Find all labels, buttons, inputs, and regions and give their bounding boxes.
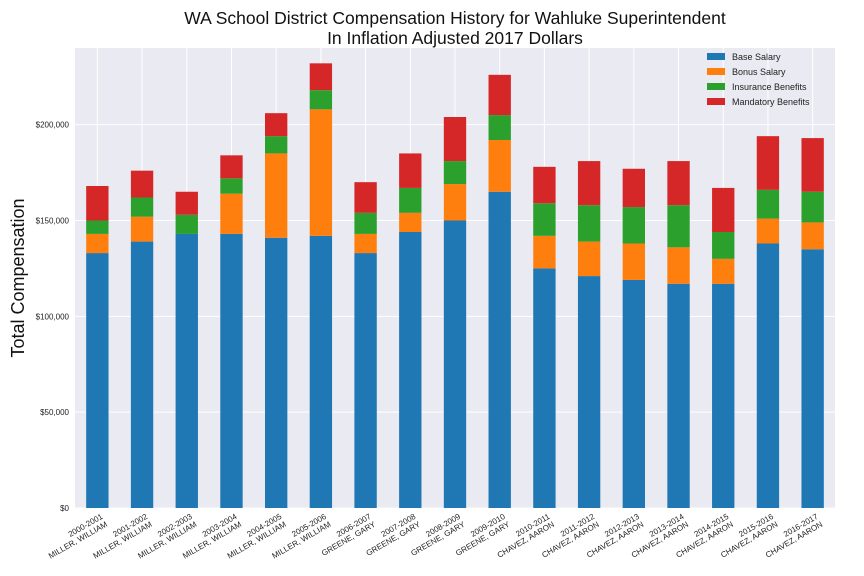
bar-base-salary — [175, 233, 198, 508]
chart-title: WA School District Compensation History … — [0, 8, 864, 48]
legend-label: Base Salary — [732, 52, 781, 62]
bar-insurance-benefits — [577, 205, 601, 242]
bar-insurance-benefits — [175, 214, 198, 234]
bar-bonus-salary — [756, 218, 780, 244]
bar-base-salary — [756, 243, 780, 508]
bar-mandatory-benefits — [756, 136, 780, 190]
bar-mandatory-benefits — [443, 117, 467, 162]
bar-bonus-salary — [577, 241, 601, 277]
bar-insurance-benefits — [533, 203, 556, 236]
bar-base-salary — [309, 235, 333, 509]
bar-insurance-benefits — [309, 90, 333, 110]
bar-base-salary — [712, 283, 735, 508]
bar-insurance-benefits — [399, 187, 422, 213]
bar-insurance-benefits — [130, 197, 154, 217]
bar-bonus-salary — [354, 233, 377, 254]
bars-group — [86, 63, 824, 509]
legend-label: Bonus Salary — [732, 67, 786, 77]
bar-mandatory-benefits — [667, 161, 690, 206]
y-tick-label: $100,000 — [36, 312, 70, 321]
bar-bonus-salary — [220, 193, 243, 234]
bar-bonus-salary — [86, 233, 109, 254]
bar-bonus-salary — [533, 235, 556, 269]
bar-mandatory-benefits — [130, 170, 154, 198]
bar-bonus-salary — [309, 109, 333, 236]
bar-insurance-benefits — [488, 115, 511, 140]
bar-base-salary — [622, 279, 645, 508]
bar-mandatory-benefits — [175, 191, 198, 215]
bar-bonus-salary — [443, 184, 467, 221]
y-tick-label: $50,000 — [40, 408, 69, 417]
bar-base-salary — [801, 249, 824, 508]
bar-bonus-salary — [712, 258, 735, 284]
chart-title-line-2: In Inflation Adjusted 2017 Dollars — [327, 28, 583, 48]
bar-bonus-salary — [488, 140, 511, 192]
bar-base-salary — [577, 276, 601, 508]
y-tick-label: $200,000 — [36, 121, 70, 130]
bar-insurance-benefits — [443, 161, 467, 185]
chart-title-line-1: WA School District Compensation History … — [184, 8, 726, 28]
legend-swatch — [707, 98, 725, 105]
legend-swatch — [707, 68, 725, 75]
bar-base-salary — [399, 232, 422, 508]
x-tick-labels: 2000-2001MILLER, WILLIAM 2001-2002MILLER,… — [47, 512, 824, 561]
bar-bonus-salary — [265, 153, 288, 238]
bar-mandatory-benefits — [86, 186, 109, 221]
bar-insurance-benefits — [756, 189, 780, 219]
legend: Base Salary Bonus Salary Insurance Benefit… — [707, 52, 810, 107]
bar-base-salary — [488, 191, 511, 508]
bar-mandatory-benefits — [801, 138, 824, 192]
bar-base-salary — [667, 283, 690, 508]
bar-mandatory-benefits — [399, 153, 422, 188]
legend-swatch — [707, 53, 725, 60]
bar-mandatory-benefits — [265, 113, 288, 137]
bar-bonus-salary — [130, 216, 154, 242]
bar-mandatory-benefits — [354, 182, 377, 213]
bar-insurance-benefits — [622, 207, 645, 244]
bar-base-salary — [86, 253, 109, 508]
bar-insurance-benefits — [801, 191, 824, 223]
bar-base-salary — [533, 268, 556, 508]
legend-swatch — [707, 83, 725, 90]
bar-mandatory-benefits — [488, 74, 511, 116]
bar-insurance-benefits — [265, 136, 288, 154]
bar-mandatory-benefits — [712, 187, 735, 232]
bar-insurance-benefits — [354, 212, 377, 234]
bar-base-salary — [265, 237, 288, 508]
bar-mandatory-benefits — [309, 63, 333, 91]
bar-mandatory-benefits — [533, 166, 556, 204]
y-tick-label: $0 — [60, 504, 69, 513]
bar-bonus-salary — [622, 243, 645, 280]
bar-insurance-benefits — [86, 220, 109, 234]
bar-insurance-benefits — [712, 232, 735, 259]
legend-label: Insurance Benefits — [732, 82, 807, 92]
bar-base-salary — [443, 220, 467, 508]
bar-bonus-salary — [667, 247, 690, 284]
bar-base-salary — [220, 233, 243, 508]
y-tick-labels: $0 $50,000 $100,000 $150,000 $200,000 — [36, 121, 70, 513]
bar-bonus-salary — [801, 222, 824, 250]
bar-bonus-salary — [399, 212, 422, 232]
bar-base-salary — [354, 253, 377, 508]
bar-mandatory-benefits — [220, 155, 243, 179]
bar-insurance-benefits — [220, 178, 243, 194]
bar-mandatory-benefits — [577, 161, 601, 206]
bar-mandatory-benefits — [622, 168, 645, 208]
y-axis-label: Total Compensation — [8, 198, 28, 357]
y-tick-label: $150,000 — [36, 217, 70, 226]
legend-label: Mandatory Benefits — [732, 97, 810, 107]
bar-insurance-benefits — [667, 205, 690, 248]
bar-base-salary — [130, 241, 154, 509]
